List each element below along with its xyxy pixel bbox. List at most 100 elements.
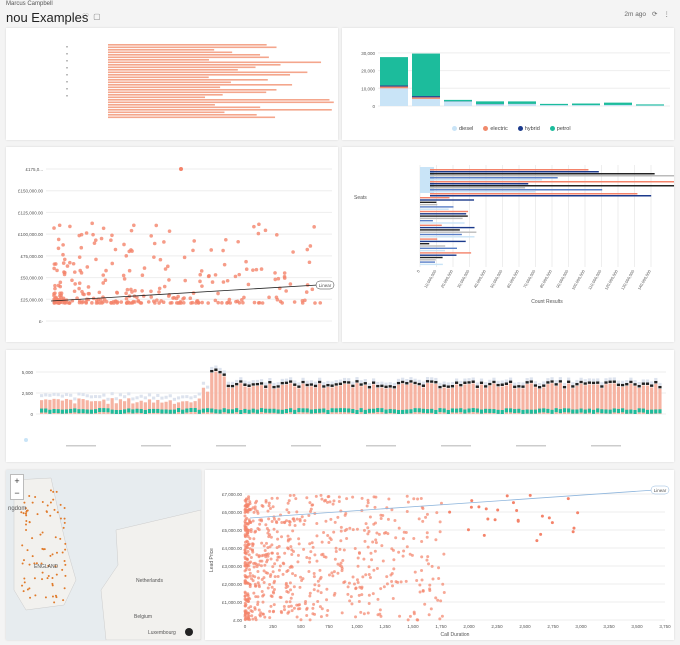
data-point bbox=[79, 271, 84, 275]
data-point bbox=[308, 591, 312, 595]
bar bbox=[313, 384, 318, 388]
data-point bbox=[248, 585, 252, 589]
bar bbox=[550, 377, 554, 381]
bar bbox=[40, 400, 44, 414]
bar bbox=[587, 381, 591, 384]
data-point bbox=[379, 516, 383, 520]
data-point bbox=[420, 578, 424, 582]
bar bbox=[152, 408, 156, 413]
data-point bbox=[256, 231, 261, 236]
data-point bbox=[312, 225, 316, 229]
map-marker bbox=[52, 490, 55, 493]
map-marker bbox=[54, 565, 57, 568]
legend-item bbox=[366, 445, 396, 447]
bar bbox=[293, 380, 297, 384]
data-point bbox=[320, 540, 324, 544]
data-point bbox=[327, 541, 331, 545]
data-point bbox=[288, 282, 293, 286]
data-point bbox=[261, 600, 265, 604]
heart-icon[interactable]: ♡ bbox=[82, 12, 90, 21]
bar bbox=[425, 383, 430, 414]
data-point bbox=[362, 612, 366, 616]
zoom-out-button[interactable]: − bbox=[14, 488, 20, 498]
bar bbox=[289, 380, 293, 383]
bar bbox=[575, 385, 579, 414]
data-point bbox=[90, 221, 94, 226]
bar bbox=[289, 408, 293, 413]
bar bbox=[108, 116, 276, 119]
bar bbox=[654, 409, 658, 414]
data-point bbox=[286, 538, 290, 542]
bar bbox=[268, 384, 272, 414]
tick-label: 120,000,000 bbox=[603, 268, 619, 290]
bar bbox=[108, 44, 267, 46]
data-point bbox=[252, 591, 256, 595]
bar-segment bbox=[412, 53, 440, 97]
bar bbox=[77, 409, 81, 414]
bar bbox=[272, 388, 276, 414]
data-point bbox=[408, 614, 412, 618]
bar bbox=[420, 208, 449, 210]
bar bbox=[85, 409, 89, 414]
map-marker bbox=[35, 562, 38, 565]
data-point bbox=[267, 501, 271, 505]
tick-label: 0 bbox=[30, 412, 33, 417]
data-point bbox=[396, 580, 400, 584]
bar-segment bbox=[604, 104, 632, 106]
data-point bbox=[244, 526, 248, 530]
bar bbox=[583, 409, 587, 414]
bar bbox=[430, 377, 434, 381]
data-point bbox=[53, 262, 58, 266]
bar bbox=[108, 59, 209, 61]
bar bbox=[583, 385, 587, 414]
data-point bbox=[64, 300, 69, 305]
tick-label: 140,000,000 bbox=[636, 268, 652, 290]
data-point bbox=[243, 562, 247, 566]
data-point bbox=[320, 607, 324, 611]
bar bbox=[637, 384, 641, 388]
data-point bbox=[308, 542, 312, 546]
legend-item[interactable]: diesel bbox=[452, 126, 473, 132]
data-point bbox=[146, 300, 151, 304]
bar bbox=[197, 409, 201, 414]
data-point bbox=[427, 562, 431, 566]
data-point bbox=[243, 591, 247, 595]
bar bbox=[264, 388, 268, 414]
data-point bbox=[254, 618, 258, 622]
data-point bbox=[540, 514, 544, 518]
more-icon[interactable]: ⋮ bbox=[663, 11, 671, 18]
bar bbox=[496, 409, 500, 414]
data-point bbox=[257, 555, 261, 559]
map-marker bbox=[64, 548, 67, 551]
data-point bbox=[402, 530, 406, 534]
data-point bbox=[356, 556, 360, 560]
tick-label: 0 bbox=[244, 624, 247, 629]
bar bbox=[305, 383, 309, 387]
data-point bbox=[284, 519, 288, 523]
card-scatter-lead: £.00 £1,000.00 £2,000.00 £3,000.00 £4,000.00… bbox=[205, 470, 674, 640]
data-point bbox=[418, 590, 422, 594]
bar bbox=[322, 382, 326, 386]
data-point bbox=[283, 551, 287, 555]
data-point bbox=[331, 574, 335, 578]
legend-item[interactable]: petrol bbox=[549, 126, 571, 132]
map-marker bbox=[64, 563, 67, 566]
data-point bbox=[243, 548, 247, 552]
data-point bbox=[357, 593, 361, 597]
zoom-in-button[interactable]: + bbox=[14, 476, 20, 486]
bar bbox=[629, 380, 633, 384]
bar bbox=[376, 384, 380, 388]
data-point bbox=[315, 534, 319, 538]
data-point bbox=[323, 499, 327, 503]
data-point bbox=[136, 298, 141, 303]
legend-item[interactable]: electric bbox=[483, 126, 508, 132]
data-point bbox=[289, 588, 293, 592]
refresh-icon[interactable]: ⟳ bbox=[652, 11, 658, 18]
share-icon[interactable]: ▢ bbox=[93, 12, 101, 21]
legend-item[interactable]: hybrid bbox=[517, 126, 540, 132]
data-point bbox=[367, 573, 371, 577]
data-point bbox=[366, 501, 370, 505]
bar bbox=[259, 379, 264, 383]
zoom-control[interactable]: + − bbox=[10, 474, 24, 500]
